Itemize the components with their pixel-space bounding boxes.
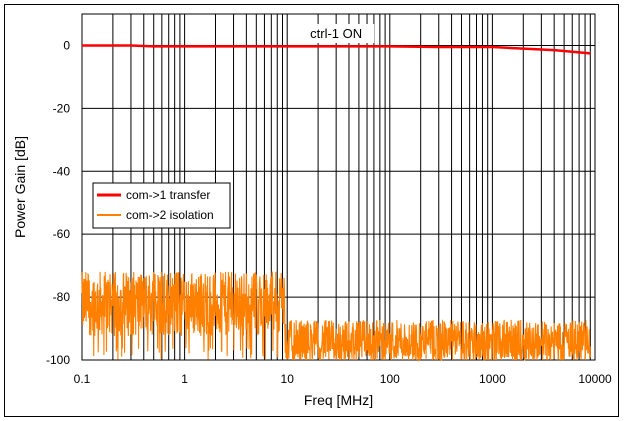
- x-tick-label: 1000: [479, 372, 506, 386]
- y-tick-label: -40: [53, 164, 71, 178]
- y-tick-label: -60: [53, 227, 71, 241]
- legend-label-com2-isolation: com->2 isolation: [126, 208, 214, 222]
- x-tick-label: 0.1: [74, 372, 91, 386]
- x-tick-label: 1: [181, 372, 188, 386]
- series-line-com1-transfer: [82, 44, 591, 55]
- series-line-com2-isolation: [81, 271, 591, 363]
- y-tick-label: -80: [53, 290, 71, 304]
- annotation-background: [298, 24, 375, 43]
- y-tick-label: -100: [46, 353, 70, 367]
- x-tick-label: 10: [281, 372, 295, 386]
- x-axis-title: Freq [MHz]: [304, 392, 373, 408]
- y-axis-title: Power Gain [dB]: [12, 136, 28, 238]
- x-tick-label: 10000: [578, 372, 612, 386]
- annotation-text: ctrl-1 ON: [310, 26, 362, 41]
- legend-label-com1-transfer: com->1 transfer: [126, 188, 210, 202]
- legend-box: [92, 182, 231, 229]
- y-tick-label: -20: [53, 101, 71, 115]
- x-tick-label: 100: [380, 372, 400, 386]
- plot-border: [81, 13, 596, 361]
- y-tick-label: 0: [63, 38, 70, 52]
